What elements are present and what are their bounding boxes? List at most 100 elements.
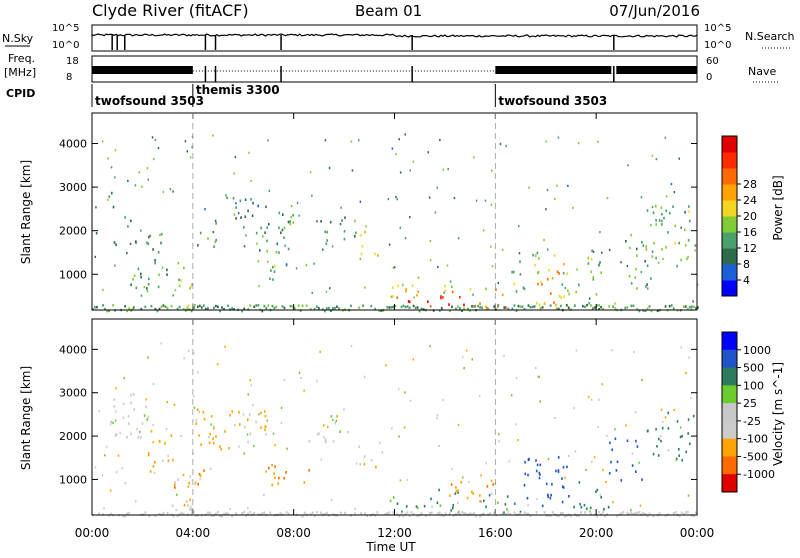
data-cell	[146, 287, 148, 290]
data-cell	[566, 272, 568, 275]
scatter-cell	[605, 480, 607, 483]
ground-cell	[644, 309, 647, 312]
noise-left-tick-bottom: 10^0	[52, 40, 79, 51]
data-cell	[110, 420, 112, 424]
ground-cell	[519, 512, 522, 515]
data-cell	[661, 223, 663, 226]
scatter-cell	[501, 248, 504, 251]
data-cell	[232, 197, 235, 200]
scatter-cell	[322, 248, 324, 251]
ground-cell	[557, 514, 560, 518]
scatter-cell	[442, 398, 444, 402]
scatter-cell	[102, 288, 104, 291]
ground-cell	[652, 514, 655, 518]
scatter-cell	[316, 380, 318, 383]
scatter-cell	[152, 382, 155, 385]
data-cell	[558, 295, 561, 298]
data-cell	[678, 241, 680, 245]
ground-cell	[469, 309, 471, 313]
colorbar-cell	[722, 385, 737, 404]
data-cell	[449, 494, 451, 497]
data-cell	[186, 500, 188, 503]
ground-cell	[98, 512, 100, 515]
data-cell	[688, 205, 690, 208]
ground-cell	[227, 512, 229, 515]
colorbar-cell	[722, 332, 737, 351]
data-cell	[332, 440, 335, 443]
data-cell	[303, 481, 306, 484]
ground-cell	[688, 305, 691, 309]
data-cell	[354, 231, 357, 235]
ground-cell	[549, 304, 552, 307]
data-cell	[149, 470, 152, 473]
ground-cell	[622, 511, 625, 514]
data-cell	[264, 231, 266, 234]
ground-cell	[457, 512, 459, 515]
scatter-cell	[247, 507, 249, 510]
scatter-cell	[140, 229, 142, 232]
ground-cell	[217, 305, 219, 308]
data-cell	[370, 459, 373, 462]
data-cell	[460, 481, 462, 484]
y-tick-label: 3000	[59, 181, 87, 194]
ground-cell	[612, 305, 615, 308]
ground-cell	[235, 512, 237, 515]
scatter-cell	[543, 238, 545, 242]
data-cell	[646, 264, 649, 268]
scatter-cell	[660, 408, 663, 411]
data-cell	[143, 414, 146, 417]
scatter-cell	[518, 225, 520, 228]
scatter-cell	[606, 434, 608, 437]
scatter-cell	[465, 349, 468, 352]
ground-cell	[158, 512, 161, 516]
ground-cell	[128, 307, 131, 310]
scatter-cell	[585, 468, 587, 471]
scatter-cell	[330, 499, 333, 502]
scatter-cell	[101, 140, 104, 143]
colorbar-tick-label: 24	[743, 194, 757, 207]
data-cell	[661, 212, 663, 216]
scatter-cell	[413, 296, 415, 299]
data-cell	[543, 302, 546, 305]
ground-cell	[126, 309, 129, 313]
scatter-cell	[109, 423, 112, 426]
ground-cell	[313, 308, 316, 311]
data-cell	[535, 469, 538, 473]
scatter-cell	[265, 470, 267, 473]
data-cell	[401, 510, 403, 514]
scatter-cell	[319, 350, 321, 353]
ground-cell	[194, 514, 197, 517]
ground-cell	[378, 309, 381, 312]
data-cell	[132, 393, 135, 396]
scatter-cell	[355, 462, 358, 465]
scatter-cell	[564, 476, 566, 479]
scatter-cell	[436, 417, 438, 420]
colorbar-tick-label: -25	[743, 415, 761, 428]
data-cell	[660, 206, 663, 210]
data-cell	[455, 489, 458, 493]
data-cell	[172, 458, 174, 462]
scatter-cell	[498, 433, 500, 436]
scatter-cell	[316, 220, 318, 223]
data-cell	[146, 241, 148, 245]
data-cell	[448, 303, 450, 306]
ground-cell	[384, 513, 387, 516]
scatter-cell	[598, 398, 600, 401]
ground-cell	[225, 512, 227, 515]
ground-cell	[531, 305, 534, 309]
ground-cell	[598, 308, 600, 311]
data-cell	[472, 492, 474, 495]
data-cell	[541, 504, 544, 508]
data-cell	[115, 243, 117, 247]
ground-cell	[330, 309, 332, 312]
scatter-cell	[391, 427, 393, 430]
data-cell	[233, 213, 236, 216]
data-cell	[186, 306, 189, 310]
data-cell	[325, 440, 327, 444]
data-cell	[625, 240, 627, 243]
data-cell	[278, 251, 280, 254]
ground-cell	[632, 512, 635, 516]
scatter-cell	[431, 505, 433, 508]
scatter-cell	[210, 423, 212, 426]
scatter-cell	[599, 493, 602, 496]
